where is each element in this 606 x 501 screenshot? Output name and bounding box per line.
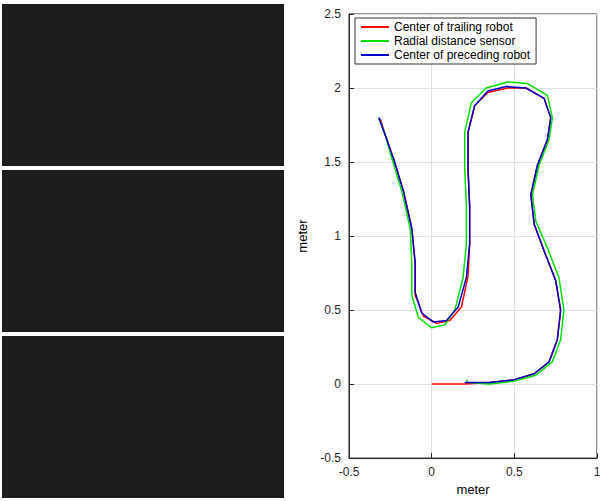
svg-text:2: 2 <box>334 81 341 95</box>
svg-text:Center of trailing robot: Center of trailing robot <box>394 20 513 34</box>
svg-text:Center of preceding robot: Center of preceding robot <box>394 48 531 62</box>
svg-text:0: 0 <box>334 377 341 391</box>
svg-text:-0.5: -0.5 <box>320 451 341 465</box>
svg-text:1: 1 <box>594 465 601 479</box>
svg-text:0.5: 0.5 <box>324 303 341 317</box>
svg-text:Radial distance sensor: Radial distance sensor <box>394 34 515 48</box>
svg-text:2.5: 2.5 <box>324 7 341 21</box>
svg-text:0.5: 0.5 <box>506 465 523 479</box>
svg-text:meter: meter <box>295 219 310 253</box>
svg-text:1.5: 1.5 <box>324 155 341 169</box>
svg-text:meter: meter <box>456 482 490 497</box>
svg-text:-0.5: -0.5 <box>339 465 360 479</box>
svg-text:0: 0 <box>428 465 435 479</box>
svg-text:1: 1 <box>334 229 341 243</box>
